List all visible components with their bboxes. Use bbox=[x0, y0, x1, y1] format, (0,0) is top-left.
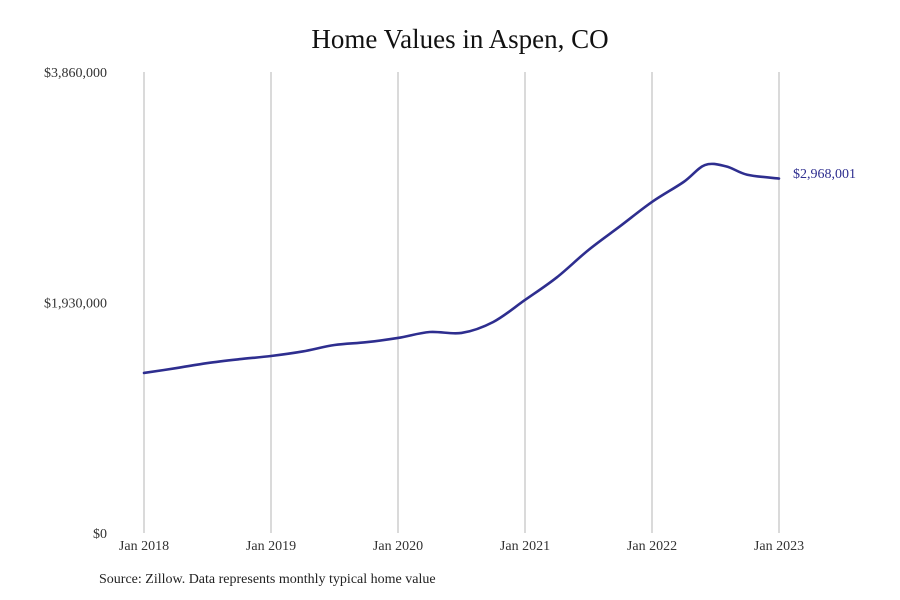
y-tick-label: $1,930,000 bbox=[44, 297, 107, 312]
home-value-line bbox=[142, 162, 781, 375]
x-tick-label: Jan 2020 bbox=[373, 539, 423, 554]
x-tick-label: Jan 2022 bbox=[627, 539, 677, 554]
x-axis-labels: Jan 2018 Jan 2019 Jan 2020 Jan 2021 Jan 2022… bbox=[119, 539, 804, 554]
chart-title: Home Values in Aspen, CO bbox=[311, 24, 609, 54]
y-axis-labels: $3,860,000 $1,930,000 $0 bbox=[44, 66, 107, 542]
y-tick-label: $0 bbox=[93, 527, 107, 542]
latest-value-label: $2,968,001 bbox=[793, 167, 856, 182]
y-tick-label: $3,860,000 bbox=[44, 66, 107, 81]
vertical-gridlines bbox=[143, 72, 780, 533]
x-tick-label: Jan 2019 bbox=[246, 539, 296, 554]
x-tick-label: Jan 2021 bbox=[500, 539, 550, 554]
x-tick-label: Jan 2023 bbox=[754, 539, 804, 554]
source-note: Source: Zillow. Data represents monthly … bbox=[99, 572, 436, 587]
x-tick-label: Jan 2018 bbox=[119, 539, 169, 554]
